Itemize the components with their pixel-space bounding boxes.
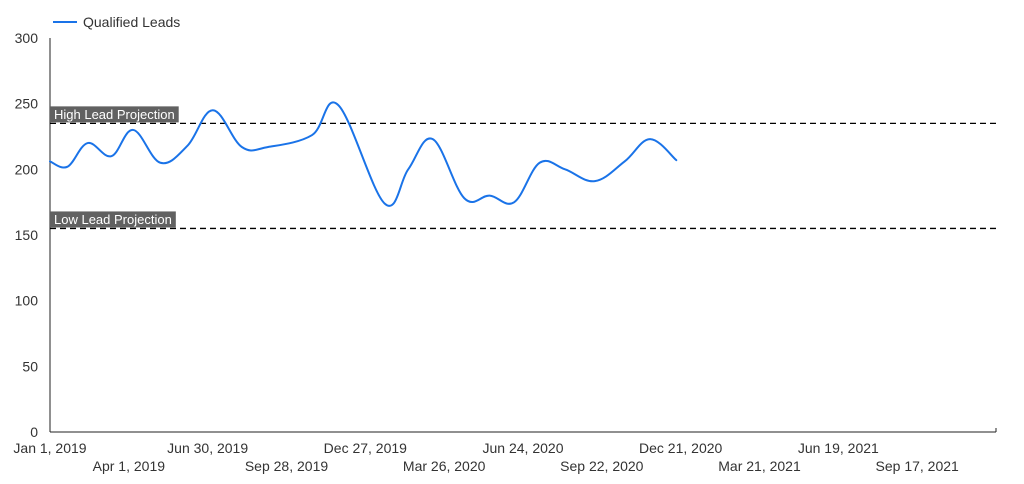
data-point — [336, 103, 340, 107]
x-tick-label: Dec 21, 2020 — [639, 440, 722, 456]
data-point — [563, 167, 567, 171]
y-tick-label: 200 — [15, 161, 39, 177]
data-point — [431, 137, 435, 141]
y-axis: 0 50 100 150 200 250 300 — [15, 30, 51, 440]
data-point — [158, 161, 162, 165]
series-line-qualified-leads — [49, 101, 678, 207]
y-tick-label: 0 — [30, 424, 38, 440]
y-tick-label: 250 — [15, 96, 39, 112]
x-tick-label: Dec 27, 2019 — [324, 440, 407, 456]
data-point — [538, 161, 542, 165]
x-tick-label: Sep 22, 2020 — [560, 458, 644, 474]
chart-legend: Qualified Leads — [53, 14, 180, 30]
y-tick-label: 50 — [22, 358, 38, 374]
data-point — [66, 165, 70, 169]
data-point — [462, 196, 466, 200]
data-point — [488, 194, 492, 198]
series-layer — [48, 101, 678, 207]
x-tick-label: Sep 17, 2021 — [876, 458, 960, 474]
x-tick-label: Jan 1, 2019 — [13, 440, 86, 456]
data-point — [593, 179, 597, 183]
data-point — [623, 159, 627, 163]
data-point — [240, 145, 244, 149]
x-tick-label: Sep 28, 2019 — [245, 458, 329, 474]
data-point — [266, 145, 270, 149]
data-point — [211, 108, 215, 112]
data-point — [48, 159, 52, 163]
data-point — [406, 167, 410, 171]
x-tick-label: Jun 19, 2021 — [798, 440, 879, 456]
y-tick-label: 150 — [15, 227, 39, 243]
data-point — [310, 133, 314, 137]
reference-label: Low Lead Projection — [54, 212, 172, 227]
data-point — [674, 158, 678, 162]
y-tick-label: 300 — [15, 30, 39, 46]
reference-label-bg — [50, 106, 179, 123]
data-point — [86, 141, 90, 145]
reference-lines: High Lead Projection Low Lead Projection — [50, 106, 996, 230]
x-tick-label: Mar 21, 2021 — [718, 458, 801, 474]
data-point — [383, 201, 387, 205]
data-point — [131, 128, 135, 132]
data-point — [186, 144, 190, 148]
y-tick-label: 100 — [15, 293, 39, 309]
data-point — [109, 154, 113, 158]
x-tick-label: Jun 30, 2019 — [167, 440, 248, 456]
reference-label: High Lead Projection — [54, 107, 175, 122]
x-tick-label: Mar 26, 2020 — [403, 458, 486, 474]
data-point — [512, 200, 516, 204]
x-tick-label: Jun 24, 2020 — [483, 440, 564, 456]
x-tick-label: Apr 1, 2019 — [93, 458, 166, 474]
data-point — [648, 137, 652, 141]
legend-label: Qualified Leads — [83, 14, 180, 30]
reference-label-bg — [50, 211, 176, 228]
